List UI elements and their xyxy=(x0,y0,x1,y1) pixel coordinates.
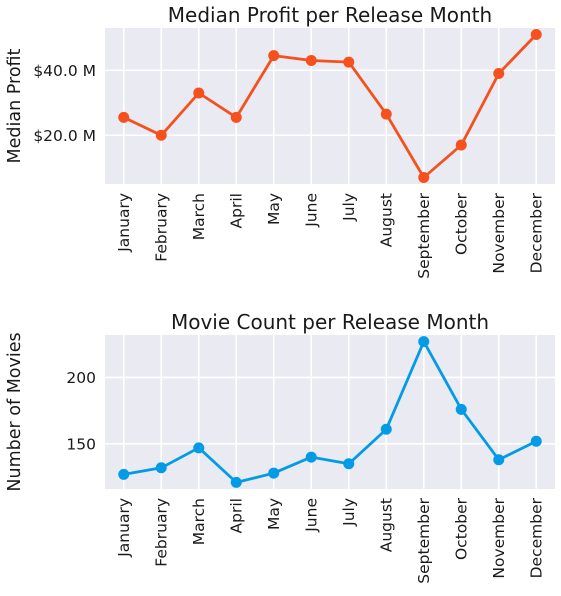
data-point xyxy=(380,423,392,435)
x-tick-label: September xyxy=(415,192,433,278)
movie-count-chart: January February March April May June July Augu… xyxy=(5,310,555,584)
x-tick-label: August xyxy=(377,498,395,552)
x-tick-label: July xyxy=(340,193,358,222)
x-tick-label: May xyxy=(265,498,283,530)
x-tick-label: December xyxy=(527,497,545,578)
plot-area xyxy=(105,335,555,489)
data-point xyxy=(268,50,280,62)
x-tick-label: February xyxy=(152,193,170,262)
data-point xyxy=(230,476,242,488)
y-axis-label: Number of Movies xyxy=(5,332,25,491)
profit-chart: January February March April May June July Augu… xyxy=(5,3,555,279)
data-point xyxy=(380,108,392,120)
y-tick-label: $20.0 M xyxy=(33,127,96,145)
x-tick-label: October xyxy=(452,497,470,560)
data-point xyxy=(530,29,542,40)
data-point xyxy=(118,468,130,480)
y-tick-label: 200 xyxy=(66,369,96,387)
data-point xyxy=(268,467,280,479)
data-point xyxy=(418,336,430,348)
plot-area xyxy=(105,28,555,184)
chart-title: Median Profit per Release Month xyxy=(168,3,492,27)
y-axis-label: Median Profit xyxy=(5,48,25,163)
x-tick-label: July xyxy=(340,498,358,527)
x-tick-label: December xyxy=(527,192,545,273)
data-point xyxy=(530,435,542,447)
chart-title: Movie Count per Release Month xyxy=(171,310,489,334)
x-tick-label: June xyxy=(302,498,320,533)
data-point xyxy=(193,442,205,454)
x-tick-label: May xyxy=(265,193,283,225)
series-line xyxy=(123,33,538,179)
data-point xyxy=(305,451,317,463)
data-point xyxy=(343,56,355,68)
x-tick-label: October xyxy=(452,192,470,255)
x-tick-label: November xyxy=(490,497,508,578)
data-point xyxy=(230,111,242,123)
data-point xyxy=(343,458,355,470)
data-point xyxy=(155,129,167,141)
data-point xyxy=(493,68,505,79)
data-point xyxy=(418,172,430,183)
y-tick-label: $40.0 M xyxy=(33,62,96,80)
data-point xyxy=(193,87,205,99)
data-point xyxy=(455,139,467,151)
x-tick-label: April xyxy=(227,498,245,533)
data-point xyxy=(155,462,167,474)
x-tick-label: August xyxy=(377,193,395,247)
x-tick-label: September xyxy=(415,497,433,583)
data-point xyxy=(493,454,505,466)
series-line xyxy=(123,340,537,484)
data-point xyxy=(455,403,467,415)
x-tick-label: January xyxy=(115,193,133,253)
x-tick-label: March xyxy=(190,193,208,240)
data-point xyxy=(118,111,130,123)
x-tick-label: January xyxy=(115,498,133,558)
data-point xyxy=(305,55,317,66)
x-tick-label: June xyxy=(302,193,320,228)
y-tick-label: 150 xyxy=(66,435,96,453)
x-tick-label: November xyxy=(490,192,508,273)
x-tick-label: March xyxy=(190,498,208,545)
x-tick-label: February xyxy=(152,498,170,567)
x-tick-label: April xyxy=(227,193,245,228)
